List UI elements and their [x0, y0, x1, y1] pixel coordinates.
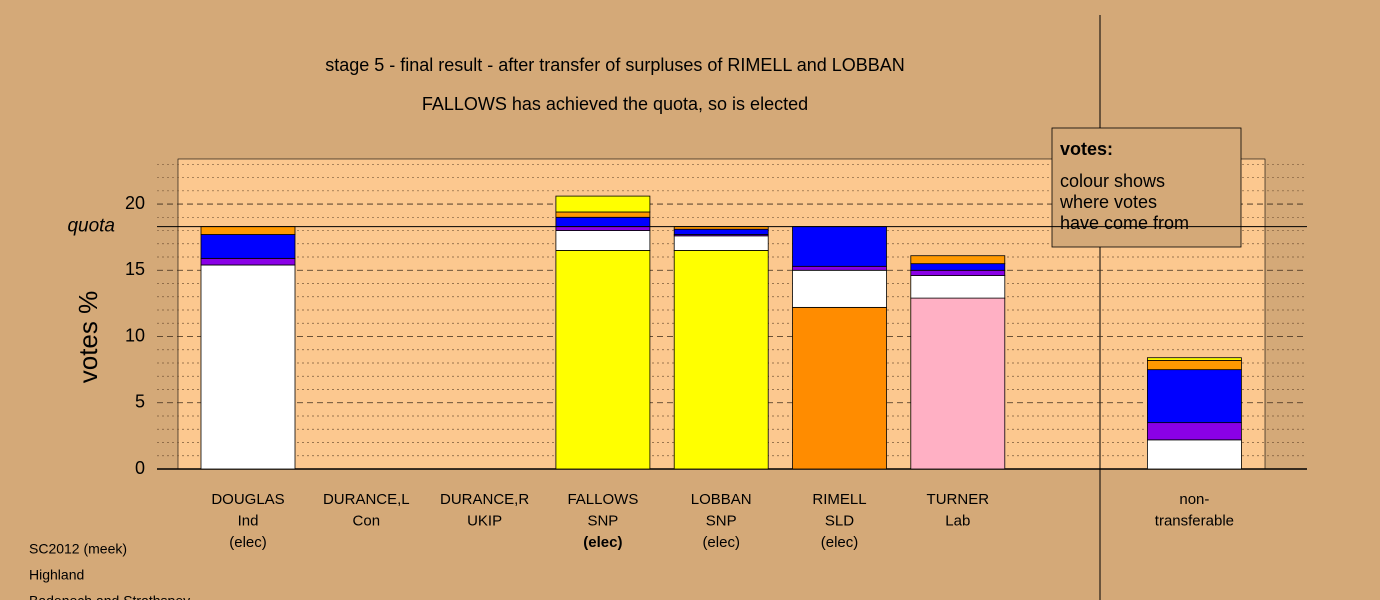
y-tick-label: 10 [125, 325, 145, 345]
x-tick-label: SNP [706, 512, 737, 529]
legend-box [1051, 127, 1242, 248]
footer-text: Highland [29, 567, 84, 583]
footer-text: Badenoch and Strathspey [29, 593, 190, 600]
bar-segment [792, 269, 887, 308]
y-tick-label: 20 [125, 193, 145, 213]
footer-text: SC2012 (meek) [29, 541, 127, 557]
x-tick-label: Ind [238, 512, 259, 529]
x-tick-label: (elec) [229, 534, 267, 551]
bar-segment [673, 235, 769, 251]
legend-title: votes: [1060, 139, 1113, 159]
bar-segment [1147, 422, 1242, 441]
legend-text: where votes [1059, 192, 1157, 212]
bar-segment [673, 228, 769, 235]
x-tick-label: non- [1179, 491, 1209, 508]
x-tick-label: LOBBAN [691, 491, 752, 508]
bar-segment [910, 275, 1006, 299]
x-tick-label: RIMELL [812, 491, 866, 508]
bar-segment [792, 306, 887, 470]
x-tick-label: (elec) [821, 534, 859, 551]
bar-segment [1147, 357, 1242, 361]
x-tick-label: (elec) [702, 534, 740, 551]
bar-segment [910, 263, 1006, 271]
bar-segment [200, 257, 296, 266]
y-tick-label: 0 [135, 458, 145, 478]
x-tick-label: TURNER [927, 491, 990, 508]
bar-segment [555, 211, 651, 218]
bar-segment [673, 250, 769, 470]
bar-segment [555, 216, 651, 227]
x-tick-label: DURANCE,R [440, 491, 529, 508]
bar-segment [555, 195, 651, 213]
x-tick-label: Lab [945, 512, 970, 529]
y-tick-label: 15 [125, 259, 145, 279]
y-axis-label: votes % [73, 291, 103, 384]
bar-segment [792, 265, 887, 271]
bar-segment [1147, 359, 1242, 371]
x-tick-label: DURANCE,L [323, 491, 410, 508]
bar-segment [910, 297, 1006, 470]
labels: 0 5 10 15 20 DOUGLAS Ind (elec) DURANCE,L Con DURA… [29, 193, 1307, 600]
bar-segment [792, 226, 887, 267]
x-tick-label: FALLOWS [567, 491, 638, 508]
y-tick-label: 5 [135, 392, 145, 412]
bar-segment [1147, 439, 1242, 470]
x-tick-label: Con [353, 512, 381, 529]
bar-segment [910, 269, 1006, 276]
bars [200, 195, 1242, 470]
x-tick-label: transferable [1155, 512, 1234, 529]
bar-segment [200, 264, 296, 470]
bar-segment [555, 230, 651, 251]
legend-text: colour shows [1060, 171, 1165, 191]
x-tick-label: UKIP [467, 512, 502, 529]
quota-label: quota [67, 216, 115, 237]
x-tick-label: (elec) [583, 534, 622, 551]
legend-text: have come from [1060, 213, 1189, 233]
bar-segment [555, 250, 651, 470]
x-tick-label: DOUGLAS [211, 491, 284, 508]
bar-segment [200, 226, 296, 235]
bar-segment [910, 255, 1006, 265]
bar-segment [1147, 369, 1242, 424]
bar-segment [555, 226, 651, 231]
x-tick-label: SNP [587, 512, 618, 529]
chart-title: stage 5 - final result - after transfer … [325, 55, 905, 75]
bar-segment [200, 234, 296, 259]
x-tick-label: SLD [825, 512, 854, 529]
chart-subtitle: FALLOWS has achieved the quota, so is el… [422, 94, 808, 114]
